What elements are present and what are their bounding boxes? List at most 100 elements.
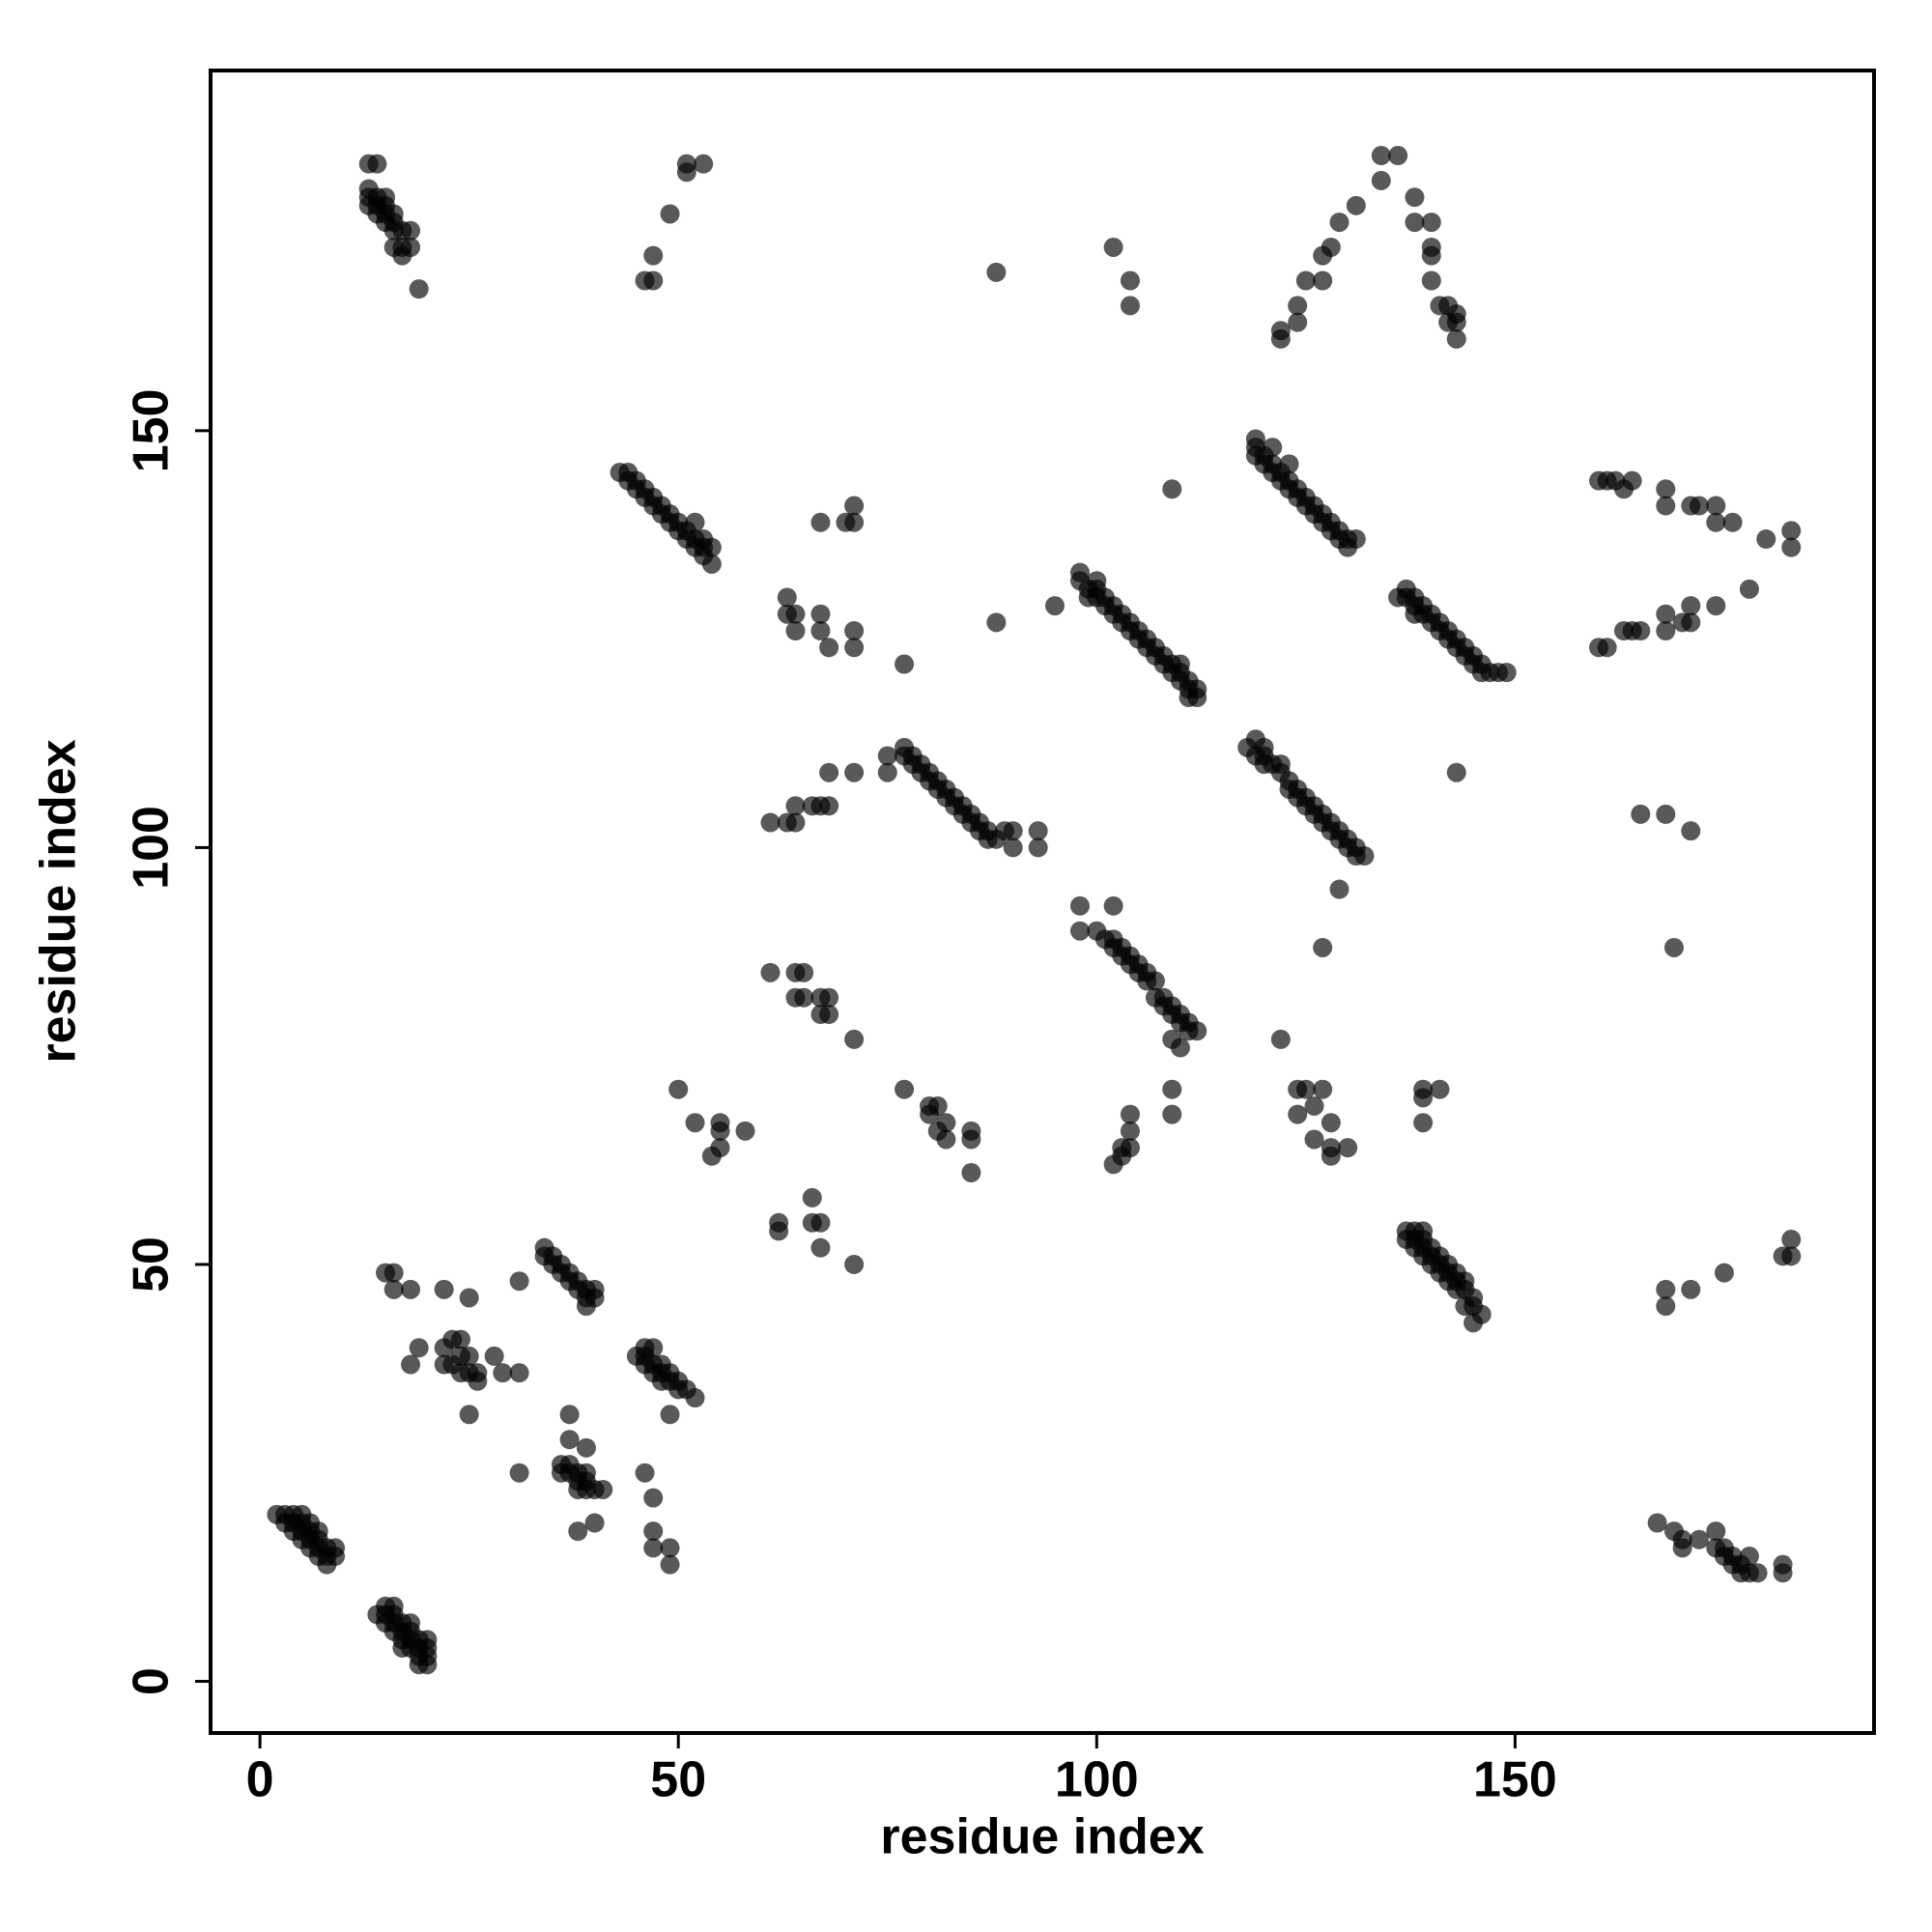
point [509,1463,529,1483]
point [660,1538,680,1558]
point [701,554,722,574]
point [936,1113,956,1133]
point [1656,1296,1676,1317]
point [844,638,865,658]
point [769,1221,789,1241]
point [1689,1529,1709,1549]
point [760,962,781,982]
point [1321,1113,1341,1133]
x-tick-label: 150 [1473,1752,1557,1808]
point [819,796,839,816]
point [961,1163,981,1183]
point [1405,213,1425,233]
point [1304,1095,1324,1116]
point [643,1488,664,1508]
point [1170,654,1190,674]
point [1162,479,1182,499]
x-tick-label: 0 [246,1752,274,1808]
point [1187,1021,1208,1041]
point [1120,296,1140,316]
point [1120,270,1140,291]
point [1781,537,1802,557]
point [1179,688,1199,708]
point [760,812,781,833]
point [1321,237,1341,257]
point [1103,237,1123,257]
point [1631,620,1651,640]
point [643,1521,664,1542]
point [1270,321,1291,341]
point [1279,454,1299,474]
point [819,638,839,658]
point [844,620,865,640]
point [576,1296,596,1317]
point [1706,496,1726,516]
point [1631,804,1651,824]
point [1028,821,1048,841]
point [895,654,915,674]
point [1028,838,1048,858]
y-tick-label: 150 [124,388,180,472]
point [1304,1129,1324,1150]
point [810,1212,831,1233]
point [1421,270,1441,291]
point [1421,245,1441,266]
point [1270,1029,1291,1049]
point [409,1338,429,1358]
point [927,1095,948,1116]
point [384,1263,404,1283]
point [694,529,714,550]
point [1313,937,1333,957]
point [468,1371,488,1391]
point [819,762,839,782]
point [434,1279,454,1299]
y-tick-label: 50 [124,1236,180,1293]
point [1371,146,1391,166]
point [844,762,865,782]
point [509,1271,529,1292]
point [576,1437,596,1458]
point [986,612,1007,633]
x-tick-label: 50 [650,1752,706,1808]
point [785,604,806,624]
y-tick-label: 100 [124,806,180,890]
y-tick-label: 0 [124,1667,180,1695]
point [1421,213,1441,233]
point [593,1479,613,1499]
point [1338,1138,1358,1158]
point [1706,512,1726,532]
point [1321,1146,1341,1166]
point [685,1113,705,1133]
point [559,1405,580,1425]
point [1781,1246,1802,1266]
point [401,1354,421,1375]
point [459,1405,479,1425]
point [409,279,429,299]
point [1672,612,1692,633]
point [819,1005,839,1025]
point [584,1279,605,1299]
point [1656,1279,1676,1299]
point [1672,1538,1692,1558]
point [1069,895,1090,916]
point [1295,1079,1316,1099]
point [1162,1079,1182,1099]
point [802,1187,822,1208]
point [367,154,387,174]
point [1103,1154,1123,1175]
point [1120,1121,1140,1141]
point [1706,596,1726,616]
point [844,1254,865,1274]
point [785,620,806,640]
point [1446,328,1466,349]
point [643,245,664,266]
point [417,1655,438,1675]
point [1288,296,1308,316]
point [417,1630,438,1650]
point [794,962,814,982]
point [1003,838,1023,858]
point [877,746,897,766]
point [676,154,696,174]
x-tick-label: 100 [1055,1752,1139,1808]
